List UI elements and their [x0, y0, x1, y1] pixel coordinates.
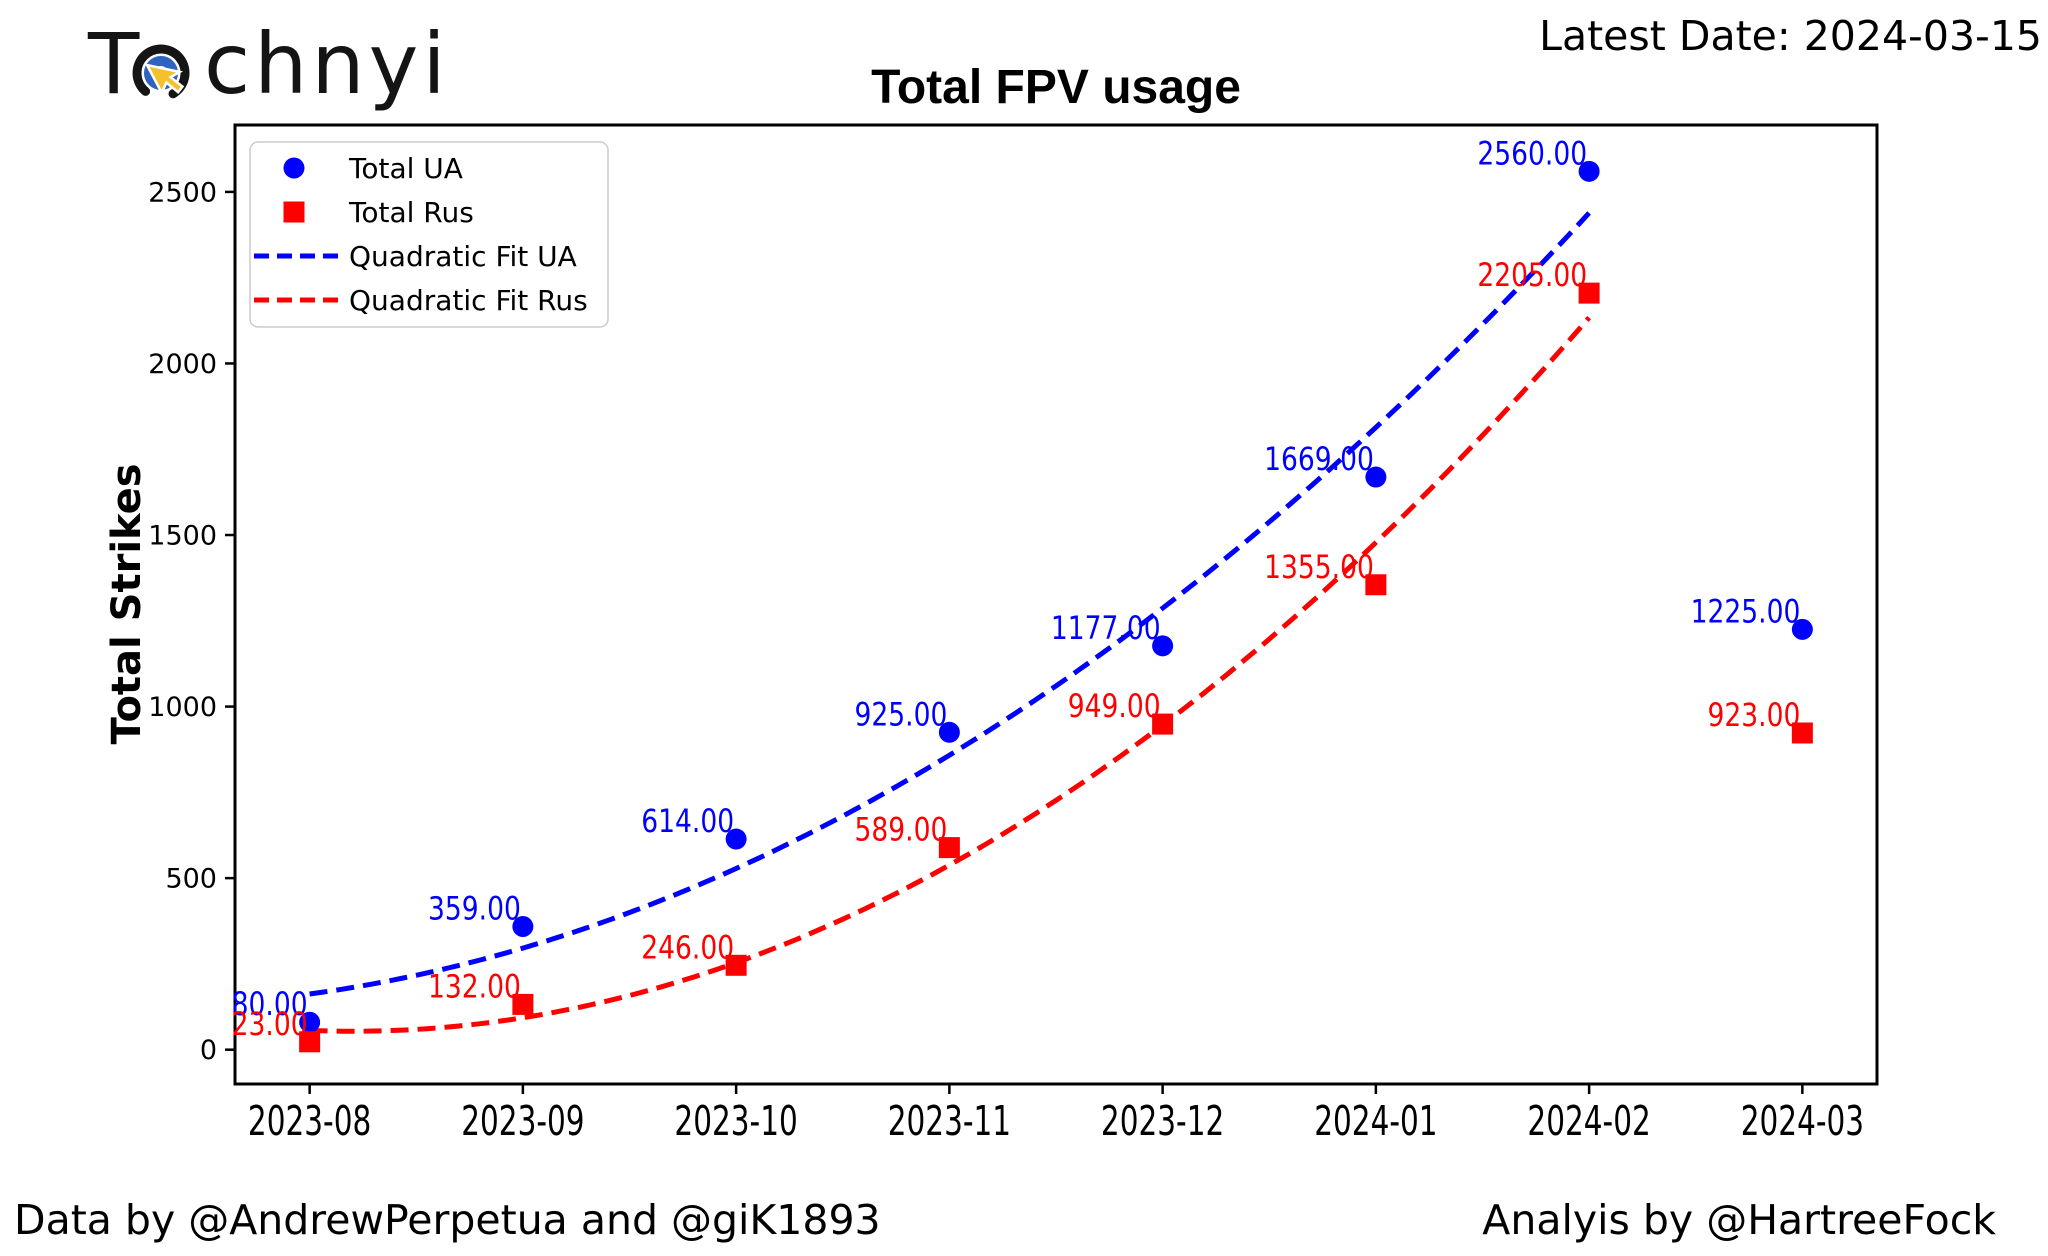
total-ua-value-2023-09: 359.00 — [428, 890, 521, 927]
x-tick-2023-10: 2023-10 — [674, 1098, 797, 1145]
legend-square-swatch — [283, 201, 305, 223]
total-ua-value-2023-08: 80.00 — [232, 986, 308, 1023]
x-tick-2023-08: 2023-08 — [248, 1098, 371, 1145]
total-rus-value-2023-10: 246.00 — [641, 929, 734, 966]
legend-item-total-rus: Total Rus — [283, 196, 474, 229]
total-ua-point-2024-03 — [1791, 618, 1813, 640]
total-ua-point-2023-11 — [938, 721, 960, 743]
y-tick-500: 500 — [165, 864, 217, 895]
total-ua-value-2023-10: 614.00 — [641, 803, 734, 840]
x-tick-2023-12: 2023-12 — [1101, 1098, 1224, 1145]
logo-text-end: chnyi — [204, 15, 450, 113]
total-rus-value-2023-12: 949.00 — [1068, 688, 1161, 725]
latest-date-label: Latest Date: 2024-03-15 — [1539, 12, 2042, 60]
total-ua-point-2023-08 — [299, 1011, 321, 1033]
legend-item-total-ua: Total UA — [283, 152, 463, 185]
x-tick-2024-03: 2024-03 — [1741, 1098, 1864, 1145]
total-ua-point-2024-01 — [1365, 466, 1387, 488]
x-tick-2023-11: 2023-11 — [888, 1098, 1011, 1145]
y-axis-label: Total Strikes — [104, 463, 150, 744]
total-rus-value-2023-08: 23.00 — [232, 1005, 308, 1042]
total-rus-point-2023-09 — [512, 993, 534, 1015]
total-rus-point-2024-02 — [1578, 282, 1600, 304]
chart-title: Total FPV usage — [871, 61, 1241, 114]
total-ua-value-2023-11: 925.00 — [855, 696, 948, 733]
quadratic-fit-ua-line — [309, 211, 1591, 997]
total-ua-value-2024-02: 2560.00 — [1477, 135, 1587, 172]
target-cursor-icon — [128, 39, 194, 105]
total-rus-point-2024-03 — [1791, 722, 1813, 744]
y-tick-1000: 1000 — [148, 692, 217, 723]
legend-label-quadratic-fit-ua: Quadratic Fit UA — [349, 240, 577, 273]
legend-circle-swatch — [283, 157, 305, 179]
total-rus-point-2024-01 — [1365, 574, 1387, 596]
credit-data-source: Data by @AndrewPerpetua and @giK1893 — [14, 1196, 881, 1244]
quadratic-fit-rus-line — [309, 315, 1591, 1034]
legend-box — [249, 141, 609, 328]
legend-item-quadratic-fit-rus: Quadratic Fit Rus — [254, 284, 588, 317]
total-ua-points — [299, 160, 1813, 1033]
total-rus-labels: 23.00 132.00 246.00 589.00 949.00 1355.00 2205… — [232, 257, 1801, 1043]
y-axis: 0 500 1000 1500 2000 2500 — [148, 177, 235, 1066]
legend-item-quadratic-fit-ua: Quadratic Fit UA — [254, 240, 577, 273]
total-rus-point-2023-12 — [1152, 713, 1174, 735]
total-ua-point-2023-12 — [1152, 635, 1174, 657]
x-axis: 2023-08 2023-09 2023-10 2023-11 2023-12 2024-… — [248, 1084, 1864, 1145]
legend-label-quadratic-fit-rus: Quadratic Fit Rus — [349, 284, 588, 317]
legend-label-total-ua: Total UA — [348, 152, 463, 185]
x-tick-2024-02: 2024-02 — [1527, 1098, 1650, 1145]
total-rus-point-2023-10 — [725, 954, 747, 976]
total-rus-point-2023-11 — [938, 837, 960, 859]
legend-label-total-rus: Total Rus — [348, 196, 474, 229]
y-tick-2000: 2000 — [148, 349, 217, 380]
y-tick-0: 0 — [200, 1035, 217, 1066]
total-rus-value-2023-09: 132.00 — [428, 968, 521, 1005]
total-ua-point-2024-02 — [1578, 160, 1600, 182]
total-ua-value-2024-03: 1225.00 — [1691, 593, 1801, 630]
x-tick-2024-01: 2024-01 — [1314, 1098, 1437, 1145]
total-ua-value-2024-01: 1669.00 — [1264, 441, 1374, 478]
y-tick-2500: 2500 — [148, 177, 217, 208]
logo-text-start: T — [88, 15, 144, 113]
total-rus-point-2023-08 — [299, 1031, 321, 1053]
total-rus-value-2024-01: 1355.00 — [1264, 548, 1374, 585]
y-tick-1500: 1500 — [148, 521, 217, 552]
total-ua-point-2023-10 — [725, 828, 747, 850]
total-ua-labels: 80.00 359.00 614.00 925.00 1177.00 1669.00 256… — [232, 135, 1801, 1023]
total-ua-point-2023-09 — [512, 916, 534, 938]
x-tick-2023-09: 2023-09 — [461, 1098, 584, 1145]
credit-analysis: Analyis by @HartreeFock — [1482, 1196, 1996, 1244]
total-rus-value-2023-11: 589.00 — [855, 811, 948, 848]
total-rus-points — [299, 282, 1813, 1053]
total-rus-value-2024-02: 2205.00 — [1477, 257, 1587, 294]
logo: T chnyi — [88, 18, 468, 130]
total-ua-value-2023-12: 1177.00 — [1051, 609, 1161, 646]
total-rus-value-2024-03: 923.00 — [1708, 697, 1801, 734]
legend: Total UA Total Rus Quadratic Fit UA Quadrat… — [249, 141, 609, 328]
plot-frame — [233, 123, 1879, 1086]
